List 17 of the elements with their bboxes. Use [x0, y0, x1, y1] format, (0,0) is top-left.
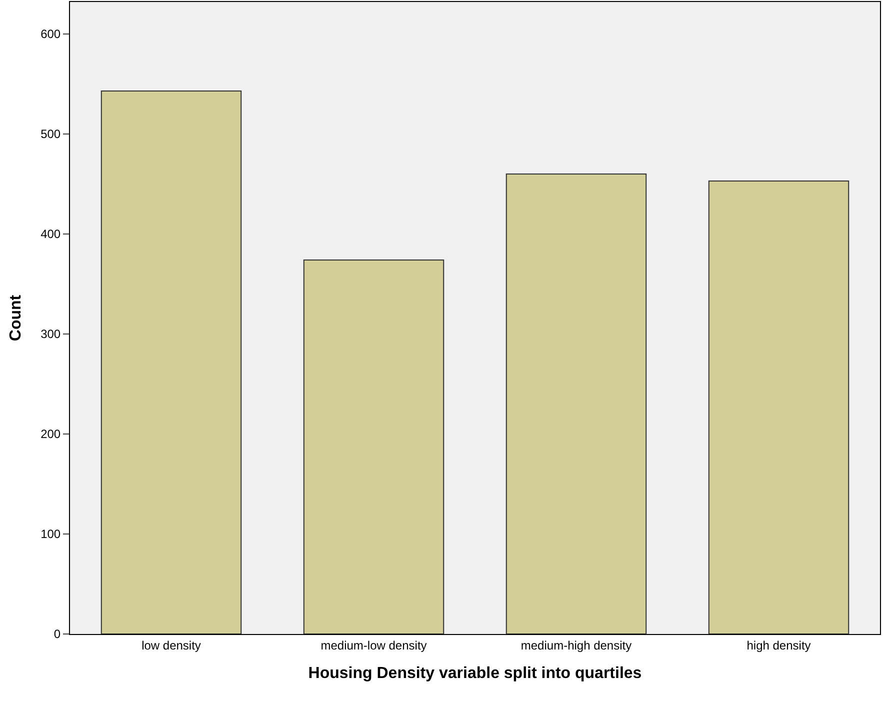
x-tick-label: high density: [746, 638, 811, 652]
y-tick-label: 500: [40, 127, 61, 142]
y-tick-label: 300: [40, 327, 61, 342]
bar: [303, 260, 444, 634]
bar: [506, 174, 647, 634]
x-tick-label: low density: [142, 638, 201, 652]
x-tick-label: medium-high density: [520, 638, 632, 652]
y-tick-label: 0: [54, 627, 61, 642]
y-tick-label: 200: [40, 427, 61, 442]
x-axis-title: Housing Density variable split into quartiles: [308, 665, 642, 682]
x-tick-label: medium-low density: [320, 638, 427, 652]
y-tick-label: 400: [40, 227, 61, 242]
y-tick-label: 100: [40, 527, 61, 542]
y-axis-title: Count: [7, 294, 24, 342]
bar: [708, 180, 850, 634]
y-tick-label: 600: [40, 27, 61, 42]
bar: [100, 90, 242, 634]
